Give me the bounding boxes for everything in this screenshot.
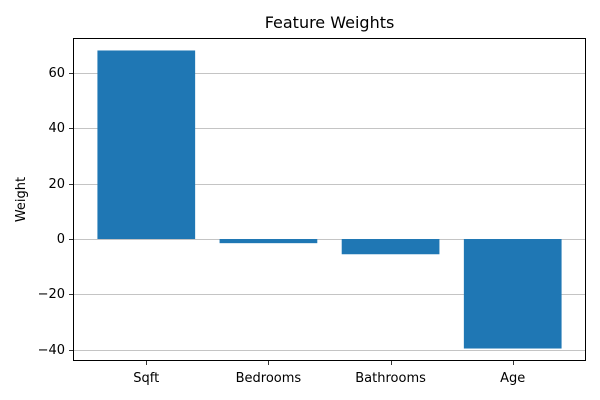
y-tick-label: 0 — [57, 232, 65, 247]
bar-bathrooms — [341, 239, 440, 255]
chart-title: Feature Weights — [265, 13, 395, 32]
x-tick-label: Age — [500, 371, 525, 386]
x-tick-label: Bedrooms — [236, 371, 302, 386]
x-tick-label: Sqft — [133, 371, 159, 386]
y-tick-label: −40 — [38, 343, 65, 358]
bar-age — [463, 239, 562, 349]
y-tick-label: 40 — [48, 121, 65, 136]
y-tick-label: 60 — [48, 66, 65, 81]
plot-frame — [73, 38, 586, 361]
y-tick-label: −20 — [38, 287, 65, 302]
bar-sqft — [97, 50, 196, 240]
y-axis-label: Weight — [14, 177, 29, 222]
y-tick-label: 20 — [48, 177, 65, 192]
bars-layer — [97, 50, 562, 349]
bar-bedrooms — [219, 239, 318, 244]
ticks-layer: −40 −20 0 20 40 60 Sqft Bedrooms Bathrooms Age — [38, 66, 526, 386]
x-tick-label: Bathrooms — [355, 371, 426, 386]
